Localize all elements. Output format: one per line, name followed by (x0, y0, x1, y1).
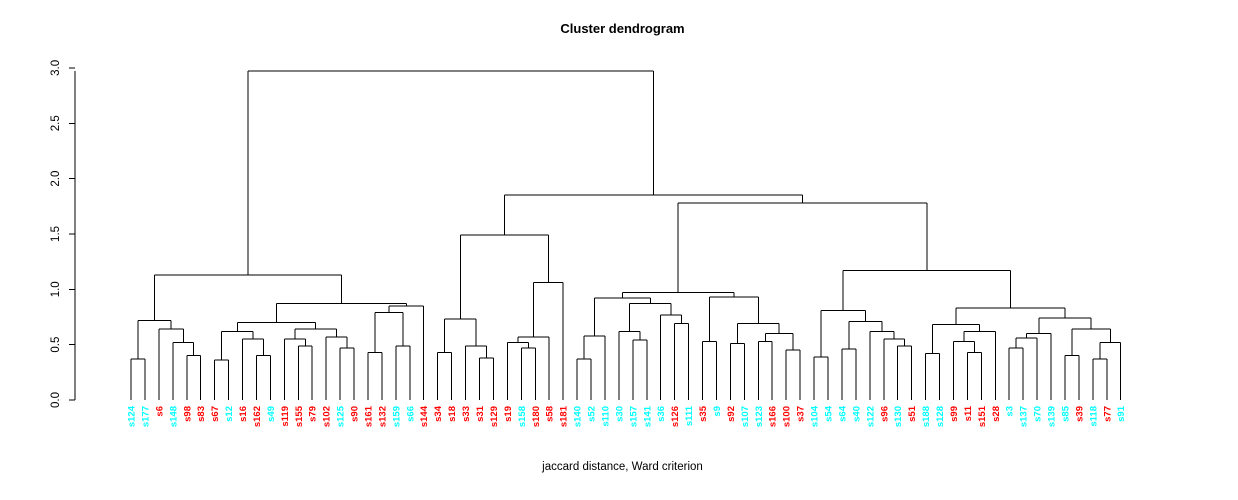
leaf-label: s36 (656, 406, 667, 422)
leaf-label: s166 (768, 406, 779, 427)
leaf-label: s161 (363, 405, 374, 427)
y-tick-label: 3.0 (50, 60, 62, 76)
leaf-label: s188 (921, 406, 932, 427)
leaf-label: s54 (824, 405, 835, 422)
leaf-label: s34 (433, 405, 444, 422)
leaf-label: s110 (600, 406, 611, 427)
leaf-label: s144 (419, 405, 430, 427)
y-tick-label: 1.0 (50, 281, 62, 297)
leaf-label: s159 (391, 406, 402, 427)
leaf-label: s140 (573, 406, 584, 427)
leaf-label: s51 (907, 405, 918, 422)
chart-title: Cluster dendrogram (560, 21, 685, 36)
leaf-label: s162 (252, 406, 263, 427)
leaf-label: s31 (475, 405, 486, 422)
leaf-label: s90 (350, 406, 361, 422)
leaf-label: s58 (545, 406, 556, 422)
leaf-label: s157 (628, 406, 639, 427)
leaf-label: s99 (949, 406, 960, 422)
leaf-label: s77 (1102, 406, 1113, 422)
leaf-label: s98 (182, 406, 193, 422)
leaf-label: s158 (517, 406, 528, 427)
leaf-label: s102 (322, 406, 333, 427)
leaf-label: s181 (559, 405, 570, 427)
leaf-label: s40 (851, 406, 862, 422)
leaf-label: s148 (168, 406, 179, 427)
leaf-label: s28 (991, 406, 1002, 422)
leaf-label: s132 (377, 406, 388, 427)
leaf-label: s123 (754, 406, 765, 427)
leaf-label: s137 (1019, 406, 1030, 427)
leaf-label: s16 (238, 406, 249, 422)
leaf-label: s151 (977, 405, 988, 427)
leaf-label: s49 (266, 406, 277, 422)
leaf-label: s39 (1074, 406, 1085, 422)
leaf-label: s129 (489, 406, 500, 427)
leaf-label: s107 (740, 406, 751, 427)
leaf-label: s33 (461, 406, 472, 422)
leaf-label: s91 (1116, 405, 1127, 422)
y-tick-label: 2.5 (50, 115, 62, 131)
leaf-label: s130 (893, 406, 904, 427)
leaf-label: s67 (210, 406, 221, 422)
leaf-label: s119 (280, 406, 291, 427)
leaf-label: s96 (879, 406, 890, 422)
leaf-label: s126 (670, 406, 681, 427)
leaf-label: s177 (140, 406, 151, 427)
leaf-label: s30 (614, 406, 625, 422)
leaf-label: s66 (405, 406, 416, 422)
leaf-label: s124 (127, 405, 138, 427)
leaf-label: s111 (684, 405, 695, 426)
leaf-label: s83 (196, 406, 207, 422)
leaf-label: s85 (1060, 405, 1071, 422)
leaf-label: s9 (712, 406, 723, 417)
y-tick-label: 0.0 (50, 392, 62, 408)
leaf-label: s100 (782, 406, 793, 427)
leaf-label: s18 (447, 406, 458, 422)
leaf-label: s37 (796, 406, 807, 422)
leaf-label: s12 (224, 406, 235, 422)
leaf-label: s92 (726, 406, 737, 422)
leaf-label: s64 (837, 405, 848, 422)
leaf-label: s19 (503, 406, 514, 422)
y-tick-label: 1.5 (50, 226, 62, 242)
x-axis-label: jaccard distance, Ward criterion (542, 461, 703, 473)
leaf-label: s104 (810, 405, 821, 427)
leaf-label: s35 (698, 405, 709, 422)
leaf-label: s70 (1033, 406, 1044, 422)
leaf-label: s180 (531, 406, 542, 427)
leaf-label: s6 (154, 406, 165, 417)
leaf-label: s52 (587, 406, 598, 422)
leaf-label: s79 (308, 406, 319, 422)
leaf-label: s125 (336, 405, 347, 427)
y-tick-label: 0.5 (50, 337, 62, 353)
leaf-label: s118 (1088, 406, 1099, 427)
leaf-label: s128 (935, 406, 946, 427)
leaf-label: s155 (294, 405, 305, 427)
leaf-label: s11 (963, 405, 974, 421)
leaf-label: s139 (1047, 406, 1058, 427)
leaf-label: s3 (1005, 406, 1016, 417)
leaf-label: s141 (642, 405, 653, 427)
y-tick-label: 2.0 (50, 171, 62, 187)
leaf-label: s122 (865, 406, 876, 427)
